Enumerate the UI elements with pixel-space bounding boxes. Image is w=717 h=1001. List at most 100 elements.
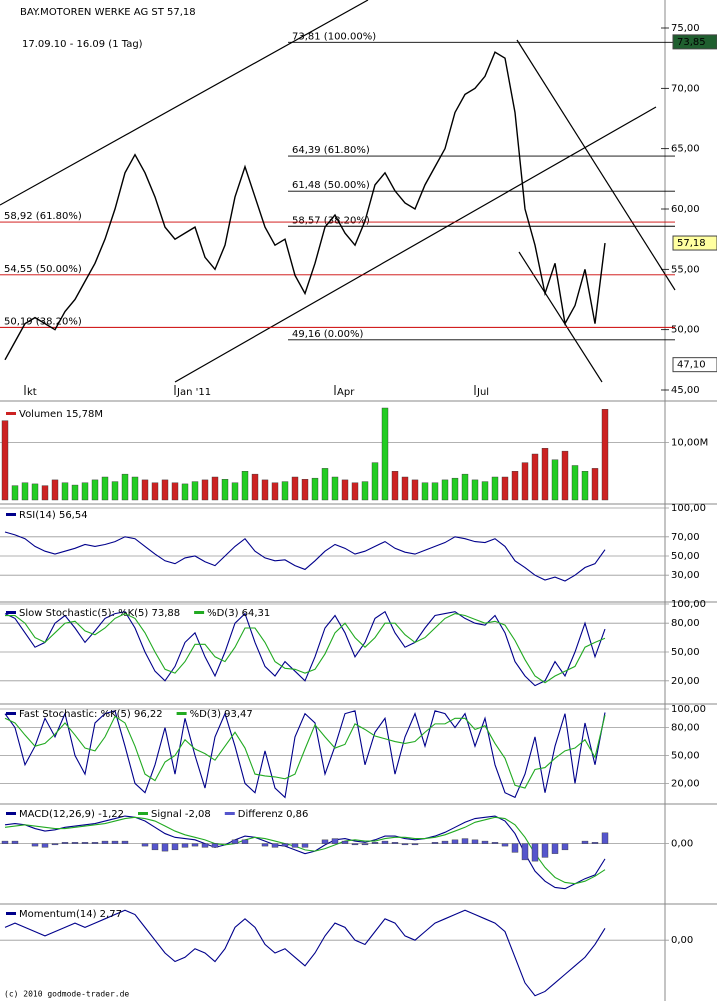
bar [161, 843, 169, 852]
bar [321, 468, 329, 501]
bar [371, 462, 379, 501]
bar [71, 842, 79, 844]
y-tick-label: 70,00 [671, 83, 700, 94]
y-tick-label: 60,00 [671, 204, 700, 215]
bar [211, 843, 219, 848]
line [5, 612, 606, 684]
bar [41, 485, 49, 501]
y-tick-label: 75,00 [671, 23, 700, 34]
bar [251, 473, 259, 501]
bar [491, 476, 499, 501]
bar [551, 843, 559, 854]
bar [331, 476, 339, 501]
bar [581, 471, 589, 501]
legend-entry: %D(3) 93,47 [190, 709, 253, 720]
bar [211, 476, 219, 501]
bar [51, 843, 59, 846]
bar [161, 479, 169, 501]
bar [91, 479, 99, 501]
bar [411, 843, 419, 846]
bar [91, 842, 99, 844]
trend-line [174, 106, 657, 383]
bar [101, 840, 109, 844]
bar [181, 843, 189, 848]
bar [371, 842, 379, 844]
y-tick-label: 80,00 [671, 618, 700, 629]
y-tick-label: 80,00 [671, 723, 700, 734]
bar [301, 843, 309, 848]
legend-entry: MACD(12,26,9) -1,22 [19, 809, 124, 820]
line [4, 815, 606, 890]
price-tag [672, 34, 717, 50]
bar [341, 840, 349, 844]
bar [481, 840, 489, 844]
bar [291, 476, 299, 501]
bar [171, 843, 179, 851]
bar [171, 482, 179, 501]
bar [61, 482, 69, 501]
trend-lines [0, 0, 676, 383]
bar [431, 482, 439, 501]
legend-entry: RSI(14) 56,54 [19, 510, 88, 521]
legend-entry: Differenz 0,86 [238, 809, 309, 820]
bar [21, 482, 29, 501]
legend-entry: %D(3) 64,31 [207, 608, 270, 619]
bar [401, 476, 409, 501]
bar [291, 843, 299, 848]
bar [61, 842, 69, 844]
bar [601, 409, 609, 501]
bar [511, 471, 519, 501]
y-tick-label: 100,00 [671, 704, 706, 715]
line [4, 816, 606, 885]
bar [501, 843, 509, 847]
legend-swatch [224, 812, 235, 815]
bar [561, 843, 569, 851]
line [4, 909, 606, 997]
footer: (c) 2010 godmode-trader.de [4, 990, 129, 999]
bar [241, 839, 249, 844]
bar [141, 479, 149, 501]
bar [571, 465, 579, 501]
bar [351, 482, 359, 501]
bar [1, 840, 9, 844]
bar [31, 483, 39, 501]
x-tick-label: kt [27, 387, 37, 398]
y-tick-label: 50,00 [671, 325, 700, 336]
bar [411, 479, 419, 501]
bar [191, 481, 199, 501]
legend-swatch [6, 812, 16, 815]
bar [181, 483, 189, 501]
trend-line [518, 251, 603, 383]
bar [381, 840, 389, 844]
bar [221, 479, 229, 501]
bar [141, 843, 149, 847]
level-label: 58,92 (61.80%) [4, 211, 82, 222]
bar [501, 476, 509, 501]
bar [531, 453, 539, 501]
level-label: 49,16 (0.00%) [292, 329, 363, 340]
bar [151, 843, 159, 851]
price-tag-label: 57,18 [677, 238, 706, 249]
bar [491, 842, 499, 844]
bar [81, 482, 89, 501]
y-tick-label: 10,00M [671, 438, 708, 449]
bar [361, 481, 369, 501]
bar [351, 843, 359, 846]
bar [461, 473, 469, 501]
y-tick-label: 70,00 [671, 532, 700, 543]
legend-entry: Slow Stochastic(5): %K(5) 73,88 [19, 608, 180, 619]
bar [241, 471, 249, 501]
legend-swatch [138, 812, 148, 815]
y-tick-label: 0,00 [671, 935, 693, 946]
y-tick-label: 0,00 [671, 839, 693, 850]
legend-entry: Signal -2,08 [151, 809, 211, 820]
price-tag [672, 357, 717, 373]
bar [191, 843, 199, 847]
bar [1, 420, 9, 501]
bar [581, 840, 589, 844]
bar [101, 476, 109, 501]
y-tick-label: 50,00 [671, 647, 700, 658]
line [4, 714, 606, 789]
bar [521, 462, 529, 501]
bar [401, 843, 409, 846]
